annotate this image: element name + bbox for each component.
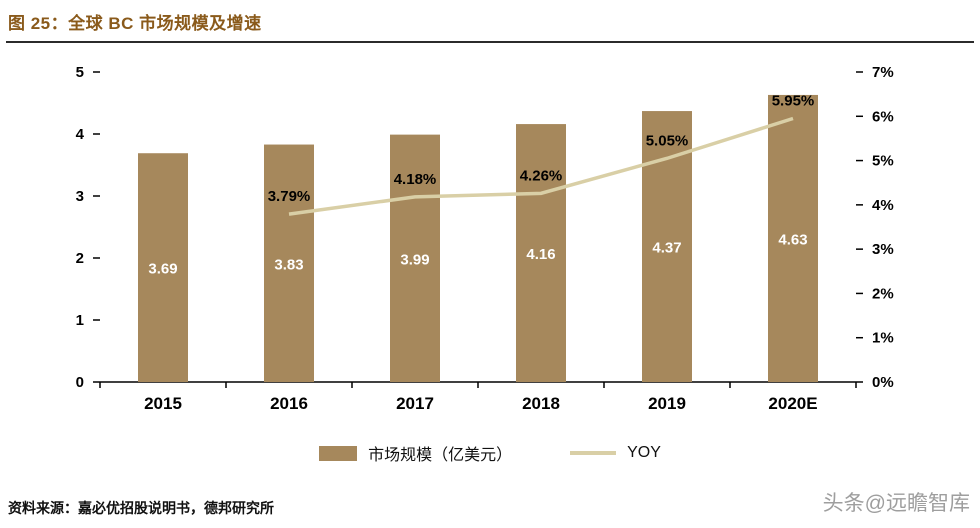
bar bbox=[264, 144, 314, 382]
title-divider bbox=[6, 41, 974, 43]
yoy-value-label: 5.05% bbox=[646, 132, 689, 149]
right-axis-label: 5% bbox=[872, 153, 894, 170]
yoy-value-label: 4.26% bbox=[520, 167, 563, 184]
bar bbox=[390, 134, 440, 382]
left-axis-label: 4 bbox=[76, 126, 85, 143]
category-label: 2016 bbox=[270, 394, 308, 413]
legend-item-market-size: 市场规模（亿美元） bbox=[319, 441, 512, 465]
category-label: 2020E bbox=[768, 394, 817, 413]
legend-item-yoy: YOY bbox=[570, 444, 661, 462]
yoy-value-label: 3.79% bbox=[268, 188, 311, 205]
category-label: 2017 bbox=[396, 394, 434, 413]
source-note: 资料来源：嘉必优招股说明书，德邦研究所 bbox=[8, 502, 274, 517]
left-axis-label: 1 bbox=[76, 312, 84, 329]
bar-value-label: 4.16 bbox=[526, 246, 555, 263]
right-axis-label: 1% bbox=[872, 330, 894, 347]
bar bbox=[138, 153, 188, 382]
watermark: 头条@远瞻智库 bbox=[822, 492, 970, 515]
yoy-line bbox=[288, 116, 794, 216]
legend: 市场规模（亿美元） YOY bbox=[0, 441, 980, 465]
bar bbox=[516, 124, 566, 382]
chart-title: 图 25：全球 BC 市场规模及增速 bbox=[8, 14, 262, 33]
bar bbox=[768, 94, 818, 382]
bar-line-chart: 0 1 2 3 4 5 0% 1% 2% 3% 4% 5% 6% 7% 2015 2016 2017 2018 20… bbox=[76, 64, 894, 413]
right-axis-label: 6% bbox=[872, 108, 894, 125]
line-swatch-icon bbox=[570, 451, 617, 455]
left-axis-label: 3 bbox=[76, 188, 84, 205]
bar-value-label: 3.99 bbox=[400, 251, 429, 268]
right-axis-label: 2% bbox=[872, 285, 894, 302]
legend-label-yoy: YOY bbox=[627, 444, 661, 461]
yoy-value-label: 5.95% bbox=[772, 93, 815, 110]
category-label: 2015 bbox=[144, 394, 182, 413]
bar-value-label: 3.69 bbox=[148, 261, 177, 278]
bar-value-label: 4.37 bbox=[652, 240, 681, 257]
legend-label-market-size: 市场规模（亿美元） bbox=[368, 447, 513, 464]
right-axis-label: 7% bbox=[872, 64, 894, 81]
bar-value-label: 4.63 bbox=[778, 231, 807, 248]
right-axis-label: 0% bbox=[872, 374, 894, 391]
category-label: 2019 bbox=[648, 394, 686, 413]
bar-value-label: 3.83 bbox=[274, 256, 303, 273]
category-label: 2018 bbox=[522, 394, 560, 413]
left-axis-label: 5 bbox=[76, 64, 84, 81]
left-axis-label: 2 bbox=[76, 250, 84, 267]
right-axis-label: 4% bbox=[872, 197, 894, 214]
bar-swatch-icon bbox=[319, 445, 358, 461]
yoy-value-label: 4.18% bbox=[394, 171, 437, 188]
left-axis-label: 0 bbox=[76, 374, 84, 391]
right-axis-label: 3% bbox=[872, 241, 894, 258]
bar bbox=[642, 111, 692, 382]
